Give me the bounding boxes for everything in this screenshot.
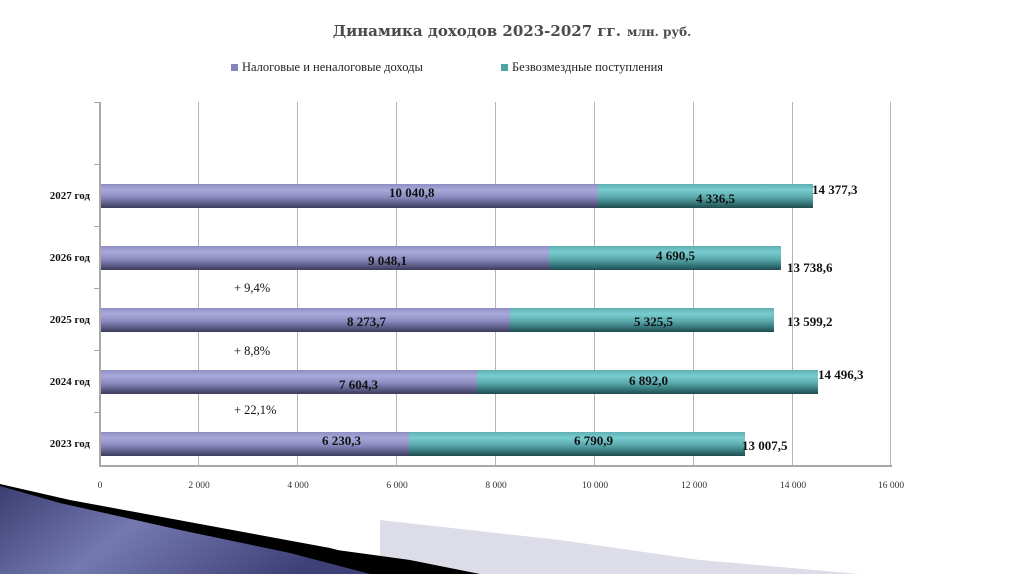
bar-segment-gratuitous-receipts: [477, 370, 818, 394]
gridline: [297, 102, 298, 465]
legend-swatch-icon: [231, 64, 238, 71]
growth-annotation: + 8,8%: [234, 344, 271, 358]
x-tick-label: 16 000: [877, 481, 905, 491]
y-axis-tick: [94, 226, 99, 227]
bar-segment-tax-income: [101, 308, 510, 332]
data-label-gratuitous-receipts: 4 336,5: [696, 191, 735, 206]
data-label-tax-income: 10 040,8: [389, 185, 435, 200]
x-tick-label: 2 000: [188, 481, 210, 491]
bar-segment-tax-income: [101, 184, 598, 208]
bar-segment-gratuitous-receipts: [598, 184, 813, 208]
bar-segment-gratuitous-receipts: [409, 432, 745, 456]
category-label: 2027 год: [49, 190, 90, 202]
x-tick-label: 8 000: [485, 481, 507, 491]
y-axis-tick: [94, 412, 99, 413]
bar-segment-tax-income: [101, 432, 409, 456]
x-tick-label: 10 000: [581, 481, 609, 491]
gridline: [890, 102, 891, 465]
data-label-gratuitous-receipts: 4 690,5: [656, 248, 695, 263]
x-axis: [99, 465, 892, 467]
y-axis-tick: [94, 164, 99, 165]
x-tick-label: 6 000: [386, 481, 408, 491]
data-label-gratuitous-receipts: 6 892,0: [629, 373, 668, 388]
data-label-total: 14 496,3: [818, 367, 864, 382]
gridline: [693, 102, 694, 465]
gridline: [495, 102, 496, 465]
legend-label: Безвозмездные поступления: [512, 60, 664, 74]
y-axis: [99, 102, 101, 467]
bar-segment-tax-income: [101, 370, 477, 394]
gridline: [792, 102, 793, 465]
category-label: 2023 год: [49, 438, 90, 450]
y-axis-tick: [94, 288, 99, 289]
legend-item-tax-income: Налоговые и неналоговые доходы: [231, 60, 423, 75]
data-label-gratuitous-receipts: 5 325,5: [634, 314, 673, 329]
gridline: [594, 102, 595, 465]
data-label-total: 13 738,6: [787, 260, 833, 275]
data-label-total: 13 599,2: [787, 314, 833, 329]
category-label: 2026 год: [49, 252, 90, 264]
y-axis-tick: [94, 102, 99, 103]
gridline: [198, 102, 199, 465]
category-label: 2025 год: [49, 314, 90, 326]
x-tick-label: 12 000: [680, 481, 708, 491]
chart-title: Динамика доходов 2023-2027 гг. млн. руб.: [0, 22, 1024, 40]
growth-annotation: + 22,1%: [234, 403, 277, 417]
gridline: [396, 102, 397, 465]
legend-swatch-icon: [501, 64, 508, 71]
growth-annotation: + 9,4%: [234, 281, 271, 295]
y-axis-tick: [94, 350, 99, 351]
category-label: 2024 год: [49, 376, 90, 388]
bar-segment-gratuitous-receipts: [510, 308, 774, 332]
x-tick-label: 0: [97, 481, 103, 491]
bar-segment-gratuitous-receipts: [549, 246, 781, 270]
plot-area: [94, 102, 892, 467]
x-tick-label: 14 000: [779, 481, 807, 491]
data-label-total: 14 377,3: [812, 182, 858, 197]
data-label-tax-income: 8 273,7: [347, 314, 386, 329]
legend-label: Налоговые и неналоговые доходы: [242, 60, 423, 74]
data-label-tax-income: 6 230,3: [322, 433, 361, 448]
chart-title-unit: млн. руб.: [626, 25, 692, 39]
bar-segment-tax-income: [101, 246, 549, 270]
legend-item-gratuitous-receipts: Безвозмездные поступления: [501, 60, 663, 75]
data-label-gratuitous-receipts: 6 790,9: [574, 433, 613, 448]
data-label-tax-income: 9 048,1: [368, 253, 407, 268]
data-label-total: 13 007,5: [742, 438, 788, 453]
chart-title-text: Динамика доходов 2023-2027 гг.: [332, 22, 621, 40]
x-tick-label: 4 000: [287, 481, 309, 491]
data-label-tax-income: 7 604,3: [339, 377, 378, 392]
